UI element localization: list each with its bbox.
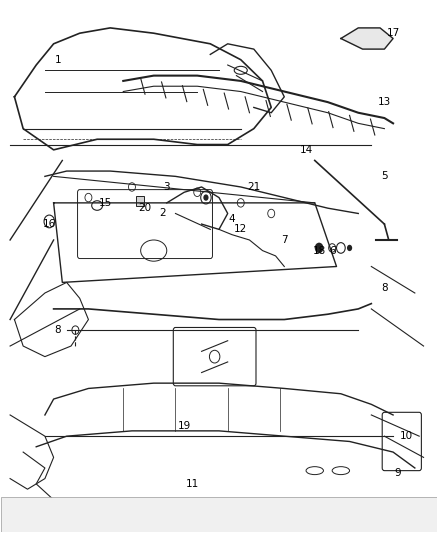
Text: 19: 19 xyxy=(177,421,191,431)
Text: 10: 10 xyxy=(399,431,413,441)
Text: 12: 12 xyxy=(234,224,247,235)
Text: 4: 4 xyxy=(229,214,235,224)
Text: 2: 2 xyxy=(159,208,166,219)
Text: 18: 18 xyxy=(312,246,326,256)
Text: 13: 13 xyxy=(378,97,391,107)
Text: 3: 3 xyxy=(163,182,170,192)
Text: 14: 14 xyxy=(300,145,313,155)
Text: 11: 11 xyxy=(186,479,200,489)
Bar xyxy=(1,497,437,531)
Circle shape xyxy=(336,243,345,253)
Circle shape xyxy=(347,245,352,251)
Text: 17: 17 xyxy=(386,28,400,38)
Text: Seal-Hood To Radiator: Seal-Hood To Radiator xyxy=(169,508,269,518)
Text: 9: 9 xyxy=(394,469,401,478)
Circle shape xyxy=(201,191,211,204)
Circle shape xyxy=(203,195,208,201)
Text: 55360066AD: 55360066AD xyxy=(190,518,248,527)
Circle shape xyxy=(72,326,79,334)
Text: 8: 8 xyxy=(55,325,61,335)
Text: 6: 6 xyxy=(329,246,336,256)
Text: 16: 16 xyxy=(42,219,56,229)
Text: 21: 21 xyxy=(247,182,261,192)
Text: 20: 20 xyxy=(138,203,152,213)
Text: 15: 15 xyxy=(99,198,113,208)
Text: 8: 8 xyxy=(381,282,388,293)
Text: 1: 1 xyxy=(55,55,61,64)
Circle shape xyxy=(315,243,323,253)
Bar xyxy=(136,196,144,206)
Text: 5: 5 xyxy=(381,172,388,181)
Text: 7: 7 xyxy=(281,235,288,245)
Text: 2004 Jeep Liberty: 2004 Jeep Liberty xyxy=(170,499,268,509)
Polygon shape xyxy=(341,28,393,49)
